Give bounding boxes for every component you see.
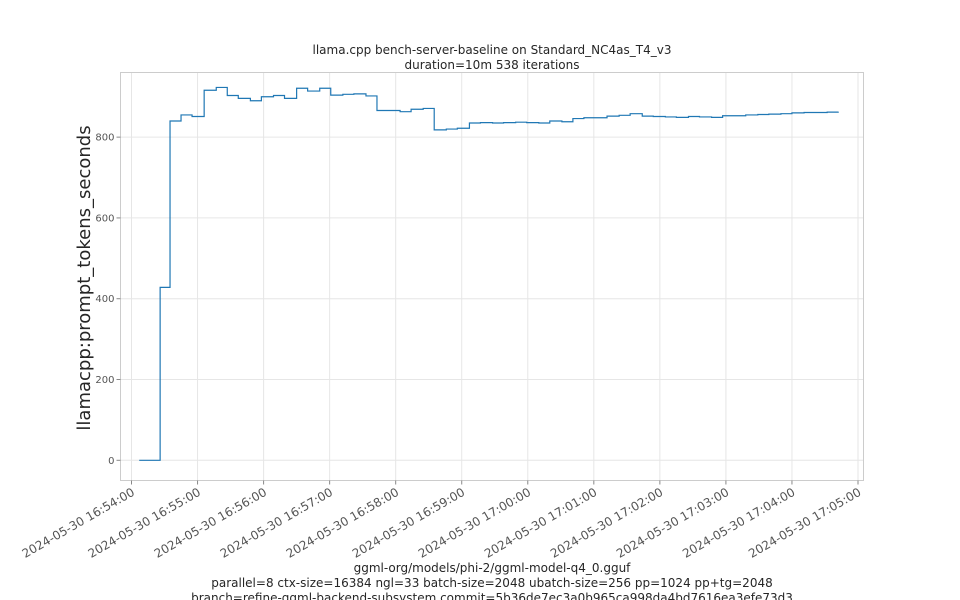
x-tick-label: 2024-05-30 17:02:00 xyxy=(548,485,665,561)
series-layer xyxy=(139,86,839,461)
gridlines xyxy=(120,72,864,481)
x-tick-label: 2024-05-30 16:59:00 xyxy=(350,485,467,561)
y-tick-label: 0 xyxy=(108,456,114,467)
x-tick-label: 2024-05-30 16:58:00 xyxy=(284,485,401,561)
series-line-0 xyxy=(139,86,839,461)
plot-frame xyxy=(120,72,864,481)
chart-title: llama.cpp bench-server-baseline on Stand… xyxy=(313,43,672,57)
chart-subtitle: duration=10m 538 iterations xyxy=(405,58,580,72)
x-tick-label: 2024-05-30 16:55:00 xyxy=(86,485,203,561)
y-tick-label: 400 xyxy=(95,294,114,305)
plot-area xyxy=(120,72,864,481)
y-tick-label: 800 xyxy=(95,133,114,144)
y-axis-label: llamacpp:prompt_tokens_seconds xyxy=(74,125,95,430)
x-tick-label: 2024-05-30 16:54:00 xyxy=(20,485,137,561)
x-tick-label: 2024-05-30 16:57:00 xyxy=(218,485,335,561)
footer-line-params: parallel=8 ctx-size=16384 ngl=33 batch-s… xyxy=(211,576,772,590)
x-tick-label: 2024-05-30 17:05:00 xyxy=(746,485,863,561)
x-tick-label: 2024-05-30 17:04:00 xyxy=(680,485,797,561)
y-tick-label: 200 xyxy=(95,375,114,386)
y-axis: 0 200 400 600 800 xyxy=(95,133,121,467)
x-tick-label: 2024-05-30 17:01:00 xyxy=(482,485,599,561)
footer-line-model: ggml-org/models/phi-2/ggml-model-q4_0.gg… xyxy=(354,561,632,575)
x-tick-label: 2024-05-30 16:56:00 xyxy=(152,485,269,561)
x-tick-label: 2024-05-30 17:03:00 xyxy=(614,485,731,561)
x-tick-label: 2024-05-30 17:00:00 xyxy=(416,485,533,561)
y-tick-label: 600 xyxy=(95,213,114,224)
footer-line-branch: branch=refine-ggml-backend-subsystem com… xyxy=(191,591,793,600)
